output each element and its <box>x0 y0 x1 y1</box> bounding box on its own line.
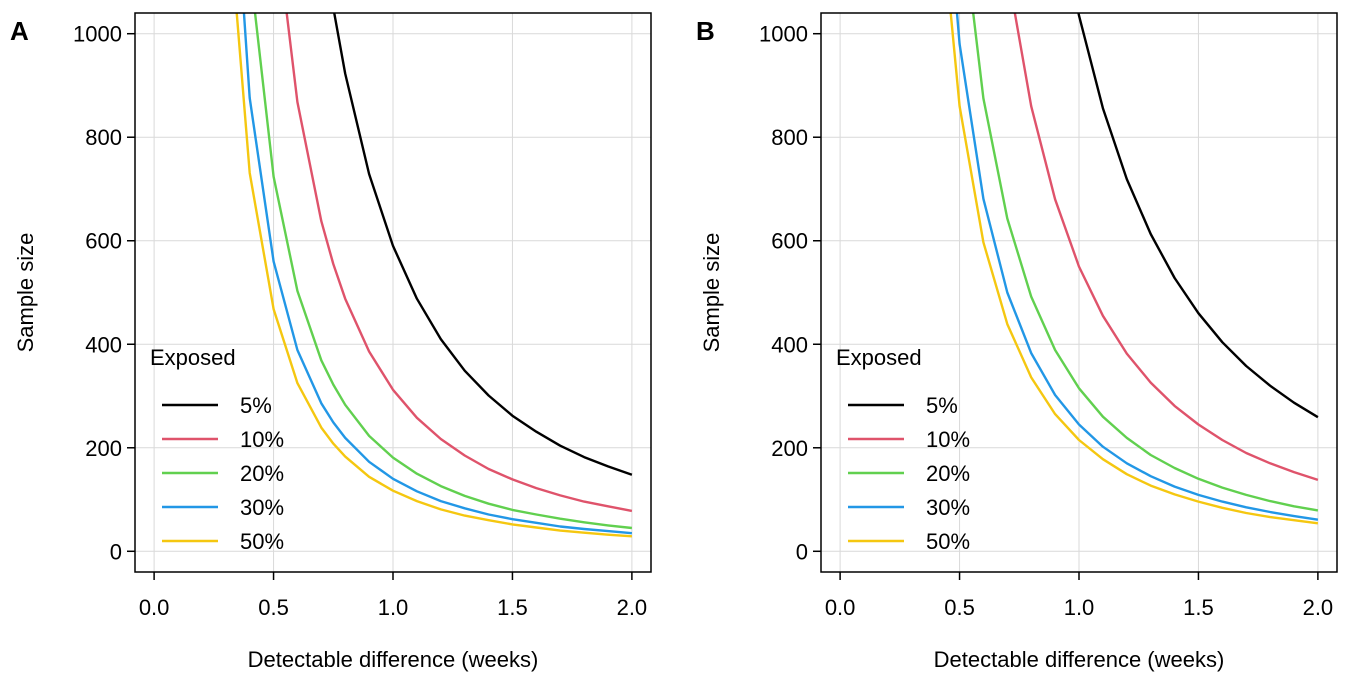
y-tick-label: 600 <box>85 229 122 254</box>
series-line-4 <box>949 13 1319 525</box>
y-tick-label: 400 <box>771 332 808 357</box>
y-tick-label: 200 <box>85 436 122 461</box>
y-tick-label: 800 <box>771 125 808 150</box>
series-line-3 <box>955 13 1319 521</box>
y-tick-label: 1000 <box>73 22 122 47</box>
x-tick-label: 0.5 <box>944 595 975 620</box>
grid <box>821 13 1337 572</box>
legend-label: 10% <box>240 427 284 452</box>
series-lines <box>949 13 1319 525</box>
y-tick-label: 200 <box>771 436 808 461</box>
series-line-0 <box>333 13 633 476</box>
series-line-2 <box>971 13 1319 512</box>
legend-title: Exposed <box>150 345 236 370</box>
y-axis-title: Sample size <box>699 233 724 353</box>
x-tick-label: 1.0 <box>1064 595 1095 620</box>
series-line-3 <box>242 13 633 535</box>
legend-title: Exposed <box>836 345 922 370</box>
legend-label: 50% <box>926 529 970 554</box>
series-line-1 <box>285 13 633 513</box>
x-axis-title: Detectable difference (weeks) <box>934 647 1225 672</box>
series-line-4 <box>235 13 632 538</box>
x-axis-title: Detectable difference (weeks) <box>248 647 539 672</box>
series-line-1 <box>1013 13 1319 482</box>
legend-label: 5% <box>926 393 958 418</box>
series-lines <box>235 13 633 538</box>
y-tick-label: 800 <box>85 125 122 150</box>
y-tick-label: 0 <box>110 539 122 564</box>
grid <box>135 13 651 572</box>
x-tick-label: 0.5 <box>258 595 289 620</box>
panel-a: 0.0 0.5 1.0 1.5 2.0 0 200 400 600 800 1000 Detectab… <box>10 12 652 672</box>
panel-b: 0.0 0.5 1.0 1.5 2.0 0 200 400 600 800 1000 Detectab… <box>696 12 1338 672</box>
x-tick-label: 1.0 <box>378 595 409 620</box>
legend-label: 50% <box>240 529 284 554</box>
legend-label: 20% <box>926 461 970 486</box>
panel-label: A <box>10 16 29 46</box>
x-tick-label: 2.0 <box>617 595 648 620</box>
x-tick-label: 0.0 <box>825 595 856 620</box>
y-tick-label: 0 <box>796 539 808 564</box>
legend-label: 5% <box>240 393 272 418</box>
x-tick-label: 2.0 <box>1303 595 1334 620</box>
x-tick-label: 0.0 <box>139 595 170 620</box>
panel-label: B <box>696 16 715 46</box>
legend-label: 30% <box>240 495 284 520</box>
y-axis-title: Sample size <box>13 233 38 353</box>
y-tick-label: 400 <box>85 332 122 357</box>
legend-label: 10% <box>926 427 970 452</box>
y-tick-label: 600 <box>771 229 808 254</box>
legend-label: 30% <box>926 495 970 520</box>
x-tick-label: 1.5 <box>497 595 528 620</box>
series-line-2 <box>253 13 633 530</box>
x-tick-label: 1.5 <box>1183 595 1214 620</box>
y-tick-label: 1000 <box>759 22 808 47</box>
series-line-0 <box>1077 13 1319 419</box>
legend-label: 20% <box>240 461 284 486</box>
